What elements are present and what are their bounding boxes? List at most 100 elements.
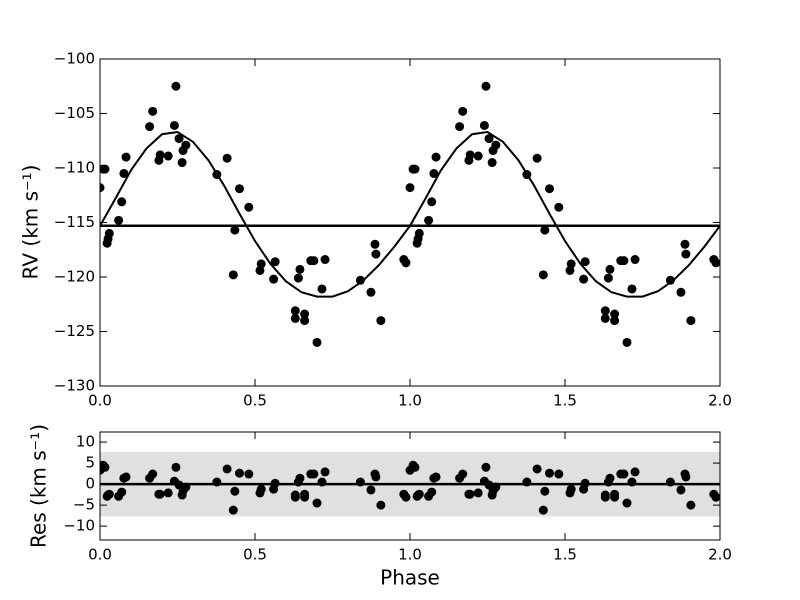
point	[171, 81, 181, 91]
point	[100, 462, 110, 472]
point	[532, 464, 542, 474]
point	[181, 140, 191, 150]
point	[540, 225, 550, 235]
point	[545, 184, 554, 194]
point	[630, 255, 640, 265]
point	[104, 489, 114, 499]
x-tick-label: 0.0	[88, 392, 112, 410]
point	[484, 134, 494, 144]
point	[566, 259, 576, 269]
point	[371, 472, 381, 482]
x-tick-label: 1.5	[553, 392, 577, 410]
fit-curve	[100, 130, 720, 298]
point	[627, 284, 637, 294]
point	[155, 489, 165, 499]
point	[366, 485, 376, 495]
x-tick-label: 0.5	[243, 546, 267, 564]
point	[309, 256, 319, 266]
point	[148, 106, 158, 116]
y-tick-label: −125	[54, 322, 95, 340]
axes-frame	[99, 58, 721, 387]
point	[605, 264, 615, 274]
point	[230, 225, 240, 235]
point	[222, 153, 232, 163]
point	[619, 469, 629, 479]
x-tick-label: 1.5	[553, 546, 577, 564]
x-tick-label: 2.0	[708, 392, 732, 410]
point	[355, 477, 365, 487]
point	[686, 316, 696, 326]
point	[605, 473, 615, 483]
point	[610, 309, 620, 319]
point	[370, 239, 380, 249]
point	[371, 249, 381, 259]
point	[376, 316, 386, 326]
point	[376, 500, 386, 510]
point	[244, 202, 254, 212]
x-tick-label: 0.5	[243, 392, 267, 410]
point	[317, 477, 327, 487]
point	[431, 152, 441, 162]
point	[145, 122, 155, 132]
point	[320, 255, 330, 265]
point	[431, 472, 441, 482]
point	[300, 309, 310, 319]
point	[317, 284, 327, 294]
point	[181, 482, 191, 492]
point	[487, 158, 497, 168]
point	[610, 492, 620, 502]
point	[603, 273, 613, 283]
point	[580, 257, 590, 267]
point	[163, 151, 173, 161]
point	[580, 478, 590, 488]
y-tick-label: −105	[54, 104, 95, 122]
point	[230, 486, 240, 496]
y-tick-label: 0	[85, 475, 95, 493]
point	[171, 462, 181, 472]
point	[117, 487, 127, 497]
point	[465, 150, 475, 160]
point	[473, 151, 483, 161]
x-tick-label: 2.0	[708, 546, 732, 564]
point	[235, 184, 244, 194]
point	[600, 306, 610, 316]
point	[121, 472, 131, 482]
point	[681, 472, 691, 482]
point	[366, 287, 376, 297]
point	[600, 490, 610, 500]
point	[290, 490, 300, 500]
point	[212, 477, 222, 487]
point	[228, 270, 238, 280]
point	[290, 306, 300, 316]
point	[711, 258, 720, 268]
point	[627, 477, 637, 487]
y-tick-label: −10	[63, 517, 95, 535]
y-tick-label: −5	[73, 496, 95, 514]
point	[545, 468, 554, 478]
x-tick-label: 0.0	[88, 546, 112, 564]
point	[300, 492, 310, 502]
point	[491, 140, 501, 150]
point	[676, 287, 686, 297]
y-tick-label: −115	[54, 213, 95, 231]
y-tick-label: 10	[76, 433, 95, 451]
x-axis-label: Phase	[380, 566, 440, 590]
point	[104, 228, 114, 238]
point	[244, 469, 254, 479]
point	[414, 489, 424, 499]
point	[538, 505, 548, 515]
point	[429, 168, 439, 178]
point	[465, 489, 475, 499]
point	[295, 264, 305, 274]
point	[270, 478, 280, 488]
point	[622, 498, 632, 508]
point	[522, 170, 532, 180]
point	[401, 258, 411, 268]
point	[600, 313, 610, 323]
point	[711, 492, 720, 502]
y-axis-label: RV (km s⁻¹)	[19, 165, 43, 280]
point	[222, 464, 232, 474]
point	[414, 228, 424, 238]
point	[540, 486, 550, 496]
